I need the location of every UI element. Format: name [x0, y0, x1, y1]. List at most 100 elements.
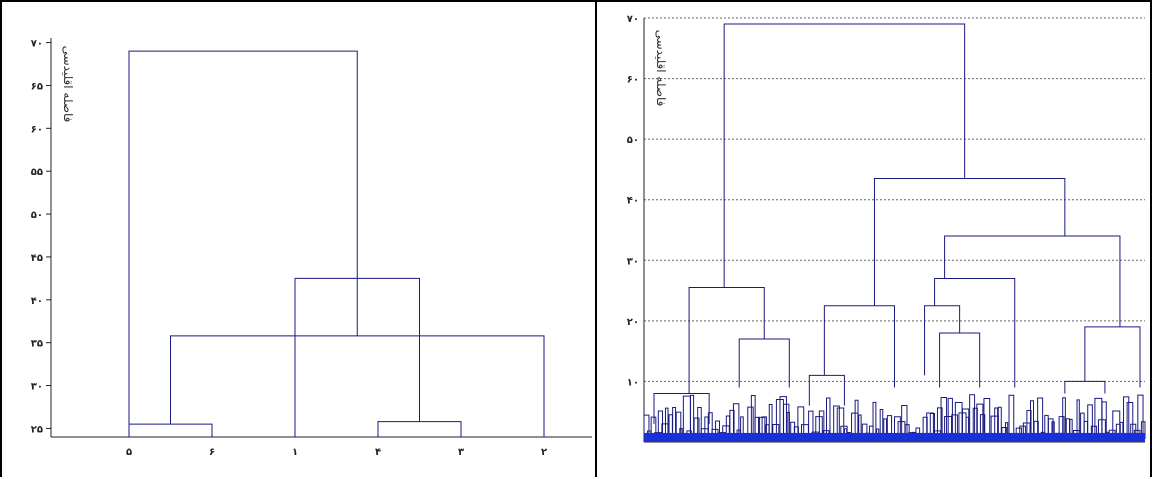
y-axis-label: فاصله اقلیدسی — [61, 46, 75, 123]
dendrogram-leaf-link — [1008, 394, 1015, 439]
dendrogram-leaf-link — [740, 416, 744, 439]
dendrogram-leaf-link — [1029, 400, 1035, 439]
dendrogram-link — [934, 277, 1016, 388]
dendrogram-leaf-link — [729, 409, 735, 439]
dendrogram-leaf-link — [1087, 404, 1093, 439]
dendrogram-leaf-link — [872, 401, 877, 439]
y-tick-label: ۷۰ — [627, 14, 639, 25]
y-tick-label: ۴۰ — [627, 196, 639, 207]
dendrogram-leaf-link — [1051, 421, 1055, 439]
dendrogram-leaf-link — [818, 410, 825, 439]
dendrogram-leaf-link — [690, 394, 695, 439]
dendrogram-leaf-link — [643, 414, 650, 439]
dendrogram-link — [170, 335, 545, 437]
dendrogram-leaf-link — [936, 407, 943, 439]
dendrogram-leaf-link — [797, 406, 805, 439]
dendrogram-leaf-link — [650, 416, 657, 439]
y-axis-label: فاصله اقلیدسی — [654, 30, 668, 107]
dendrogram-leaf-link — [707, 412, 713, 439]
dendrogram-link — [653, 393, 710, 424]
y-tick-label: ۴۵ — [31, 253, 43, 264]
dendrogram-leaf-link — [772, 423, 780, 439]
dendrogram-leaf-link — [1119, 421, 1124, 439]
dendrogram-link — [128, 50, 358, 437]
dendrogram-leaf-link — [664, 407, 669, 439]
dendrogram-leaf-link — [854, 399, 859, 439]
dendrogram-leaf-link — [965, 416, 970, 439]
y-tick-label: ۶۰ — [627, 75, 639, 86]
dendrogram-leaf-link — [779, 396, 787, 439]
dendrogram-link — [377, 421, 462, 437]
dendrogram-leaf-link — [826, 397, 831, 439]
dendrogram-leaf-link — [1037, 397, 1044, 439]
dendrogram-link — [1084, 326, 1141, 388]
dendrogram-leaf-link — [1004, 422, 1009, 439]
y-tick-label: ۳۰ — [627, 256, 639, 267]
dendrogram-link — [924, 305, 961, 376]
dendrogram-leaf-link — [904, 424, 910, 439]
dendrogram-leaf-link — [883, 418, 887, 439]
y-tick-label: ۳۰ — [31, 382, 43, 393]
dendrogram-leaf-link — [969, 394, 976, 439]
dendrogram-leaf-link — [768, 403, 773, 439]
y-tick-label: ۵۵ — [31, 167, 43, 178]
dendrogram-leaf-link — [732, 403, 740, 439]
dendrogram-leaf-link — [994, 407, 999, 439]
dendrogram-leaf-link — [940, 397, 948, 439]
dendrogram-leaf-link — [929, 413, 936, 439]
dendrogram-leaf-link — [997, 406, 1002, 439]
dendrogram-chart-small: ۲۵ ۳۰ ۳۵ ۴۰ ۴۵ ۵۰ ۵۵ ۶۰ ۶۵ ۷۰ ۵ ۶ ۱ ۴ ۳ ۲ فاصله اقلیدسی — [31, 38, 592, 458]
dendrogram-leaf-link — [786, 411, 790, 439]
dendrogram-leaf-link — [979, 414, 986, 439]
x-tick-label: ۳ — [458, 447, 464, 458]
y-tick-label: ۵۰ — [31, 210, 43, 221]
dendrogram-leaf-link — [858, 414, 862, 439]
dendrogram-leaf-link — [1033, 420, 1039, 439]
dendrogram-link — [808, 374, 845, 406]
x-tick-label: ۵ — [126, 447, 132, 458]
dendrogram-leaf-link — [1101, 401, 1107, 439]
dendrogram-leaf-link — [1137, 394, 1144, 439]
x-tick-label: ۴ — [375, 447, 381, 458]
dendrogram-leaf-link — [1019, 425, 1027, 439]
y-tick-label: ۵۰ — [627, 135, 639, 146]
dendrogram-link — [873, 178, 1066, 306]
dendrogram-leaf-link — [1069, 418, 1073, 439]
dendrogram-leaf-link — [754, 416, 761, 439]
x-tick-label: ۶ — [209, 447, 215, 458]
dendrogram-leaf-link — [1123, 396, 1130, 439]
dendrogram-link — [128, 423, 213, 437]
dendrogram-link — [1064, 380, 1106, 394]
dendrogram-leaf-link — [1076, 399, 1080, 439]
dendrogram-leaf-link — [747, 406, 754, 439]
y-tick-label: ۶۰ — [31, 124, 43, 135]
dendrogram-leaf-link — [836, 407, 845, 439]
dendrogram-leaf-link — [697, 406, 702, 439]
dendrogram-link — [688, 287, 765, 394]
y-tick-label: ۲۰ — [627, 317, 639, 328]
dendrogram-panel-small: ۲۵ ۳۰ ۳۵ ۴۰ ۴۵ ۵۰ ۵۵ ۶۰ ۶۵ ۷۰ ۵ ۶ ۱ ۴ ۳ ۲ فاصله اقلیدسی — [0, 0, 597, 477]
dendrogram-leaf-link — [972, 407, 978, 439]
dendrogram-leaf-link — [657, 410, 664, 439]
y-tick-label: ۱۰ — [627, 377, 639, 388]
dendrogram-leaf-link — [1058, 416, 1065, 439]
dendrogram-leaf-link — [1130, 423, 1137, 439]
dendrogram-link — [823, 305, 895, 388]
dendrogram-leaf-link — [947, 397, 953, 439]
x-tick-label: ۱ — [292, 447, 298, 458]
y-tick-label: ۴۰ — [31, 296, 43, 307]
dendrogram-leaf-link — [951, 414, 958, 439]
y-tick-label: ۷۰ — [31, 39, 43, 50]
dendrogram-leaf-link — [808, 410, 814, 439]
dendrogram-link — [723, 23, 966, 288]
dendrogram-leaf-link — [833, 405, 840, 439]
dendrogram-leaf-link — [793, 426, 799, 439]
dendrogram-leaf-link — [983, 398, 991, 439]
leaf-band — [644, 432, 1145, 442]
dendrogram-chart-large: ۱۰ ۲۰ ۳۰ ۴۰ ۵۰ ۶۰ ۷۰ فاصله اقلیدسی — [627, 14, 1146, 443]
y-tick-label: ۳۵ — [31, 339, 43, 350]
dendrogram-leaf-link — [1090, 425, 1098, 439]
dendrogram-leaf-link — [901, 405, 908, 439]
dendrogram-link — [939, 332, 981, 388]
dendrogram-leaf-link — [1062, 397, 1066, 439]
